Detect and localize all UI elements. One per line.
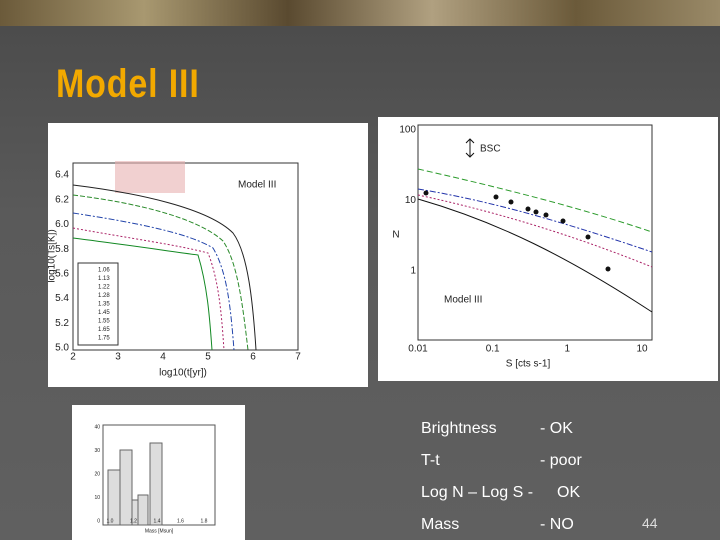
y-axis-label: N xyxy=(392,230,399,241)
x-tick-label: 10 xyxy=(636,344,648,355)
legend-box xyxy=(77,262,119,346)
header-band xyxy=(0,0,720,26)
y-tick-label: 5.0 xyxy=(55,343,69,354)
curve xyxy=(417,188,653,253)
y-tick-label: 30 xyxy=(94,448,100,454)
y-tick-label: 6.2 xyxy=(55,194,69,205)
curve xyxy=(72,194,249,351)
legend-entry: 1.06 xyxy=(98,268,110,274)
legend-entry: 1.65 xyxy=(98,327,110,333)
legend-entry: 1.22 xyxy=(98,285,110,291)
y-tick-label: 20 xyxy=(94,471,100,477)
x-tick-label: 1.2 xyxy=(130,518,137,524)
result-verdict: - poor xyxy=(540,452,582,469)
frame xyxy=(417,124,653,341)
curve xyxy=(417,168,653,233)
x-axis-label: log10(t[yr]) xyxy=(159,368,207,379)
x-tick-label: 1.8 xyxy=(201,518,208,524)
curve xyxy=(72,184,257,351)
slide-title: Model III xyxy=(56,62,200,106)
result-verdict: OK xyxy=(557,484,581,501)
y-tick-label: 0 xyxy=(97,518,100,524)
x-tick-label: 6 xyxy=(250,352,256,363)
result-label: Mass xyxy=(421,516,460,533)
curve xyxy=(72,227,225,351)
x-tick-label: 0.01 xyxy=(408,344,428,355)
figure-label: Model III xyxy=(444,295,482,306)
x-tick-label: 7 xyxy=(295,352,301,363)
x-tick-label: 1 xyxy=(565,344,571,355)
y-tick-label: 5.2 xyxy=(55,318,69,329)
result-verdict: - NO xyxy=(540,516,574,533)
x-tick-label: 5 xyxy=(205,352,211,363)
legend-entry: 1.45 xyxy=(98,310,110,316)
y-tick-label: 5.4 xyxy=(55,293,69,304)
bsc-marker xyxy=(465,138,475,158)
y-tick-label: 10 xyxy=(94,495,100,501)
y-tick-label: 5.6 xyxy=(55,268,69,279)
y-tick-label: 1 xyxy=(410,266,416,277)
figure-label: Model III xyxy=(238,180,276,191)
legend-entry: 1.55 xyxy=(98,319,110,325)
x-tick-label: 4 xyxy=(160,352,166,363)
mass-figure: Mass [Msun] 1.0 1.2 1.4 1.6 1.8 40 30 20 10 0 xyxy=(72,405,245,540)
hatch xyxy=(115,161,185,193)
legend-entry: 1.35 xyxy=(98,302,110,308)
x-tick-label: 0.1 xyxy=(486,344,500,355)
page-number: 44 xyxy=(642,515,658,531)
legend-entry: 1.13 xyxy=(98,276,110,282)
x-tick-label: 3 xyxy=(115,352,121,363)
frame xyxy=(72,162,299,351)
x-axis-label: Mass [Msun] xyxy=(145,528,174,534)
data-points xyxy=(423,190,611,272)
y-tick-label: 10 xyxy=(405,195,417,206)
x-tick-label: 2 xyxy=(70,352,76,363)
y-tick-label: 6.4 xyxy=(55,170,69,181)
y-tick-label: 100 xyxy=(399,125,416,136)
result-label: Log N – Log S - xyxy=(421,484,534,501)
histogram-bars xyxy=(107,442,163,526)
y-axis-label: log10(Ts[K]) xyxy=(48,229,58,282)
x-axis-label: S [cts s-1] xyxy=(506,359,551,370)
result-label: Brightness xyxy=(421,420,497,437)
y-tick-label: 40 xyxy=(94,424,100,430)
annotation: BSC xyxy=(480,144,501,155)
y-tick-label: 6.0 xyxy=(55,219,69,230)
legend-entry: 1.75 xyxy=(98,336,110,342)
curve xyxy=(72,237,213,351)
result-verdict: - OK xyxy=(540,420,573,437)
result-label: T-t xyxy=(421,452,440,469)
x-tick-label: 1.4 xyxy=(154,518,161,524)
x-tick-label: 1.6 xyxy=(177,518,184,524)
x-tick-label: 1.0 xyxy=(107,518,114,524)
legend-entry: 1.28 xyxy=(98,293,110,299)
cooling-figure: Model III log10(t[yr]) log10(Ts[K]) 2 3 4 5… xyxy=(48,123,368,387)
curve xyxy=(417,198,653,313)
y-tick-label: 5.8 xyxy=(55,244,69,255)
lognlogs-figure: BSC Model III S [cts s-1] N 0.01 0.1 1 10 10… xyxy=(378,117,718,381)
curve xyxy=(72,212,235,351)
curve xyxy=(417,194,653,268)
